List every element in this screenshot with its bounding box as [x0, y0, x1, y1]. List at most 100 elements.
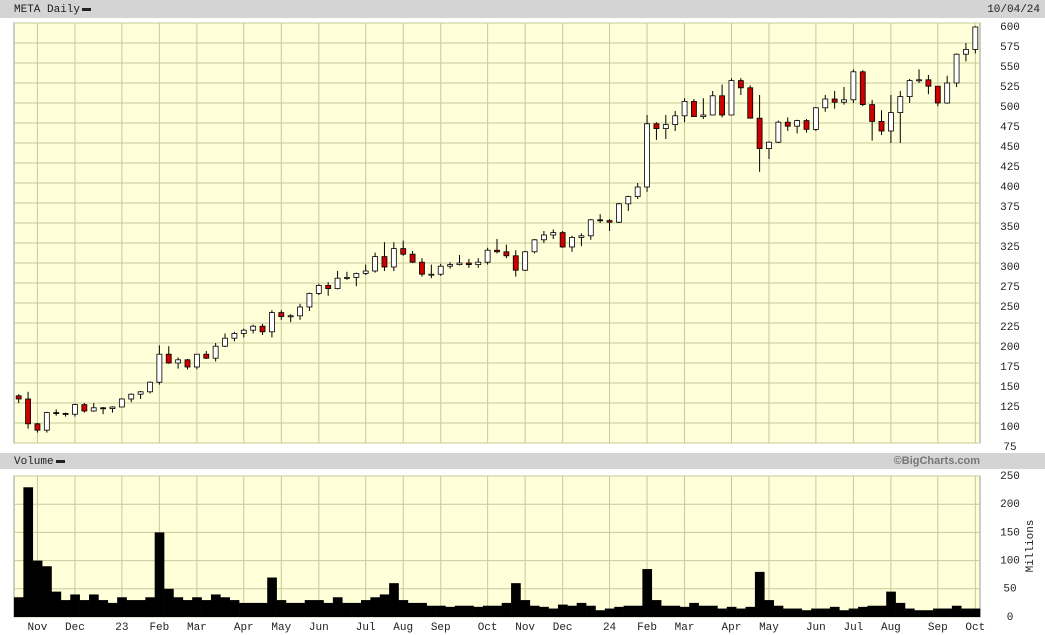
volume-bar	[117, 597, 127, 617]
candle-body	[794, 120, 801, 127]
volume-bar	[783, 608, 793, 617]
volume-bar	[548, 608, 559, 617]
x-tick-label: Sep	[431, 622, 451, 634]
candle-body	[62, 412, 69, 415]
candle-body	[550, 232, 557, 236]
legend-swatch	[82, 8, 91, 11]
candle-body	[90, 407, 97, 412]
candle-body	[419, 261, 425, 275]
volume-bar	[332, 597, 343, 617]
volume-bar	[42, 566, 52, 617]
volume-bar	[126, 600, 137, 617]
x-tick-label: Oct	[478, 622, 498, 634]
y-tick-label: 275	[1000, 282, 1020, 294]
y-tick-label: 325	[1000, 242, 1020, 254]
candle-body	[616, 203, 622, 223]
volume-bar	[839, 610, 849, 617]
candle-body	[822, 98, 829, 109]
volume-bar	[145, 597, 155, 617]
volume-bar	[482, 605, 493, 617]
x-tick-label: 24	[603, 622, 617, 634]
volume-bar	[304, 600, 315, 617]
candle-body	[156, 353, 163, 383]
y-tick-label: 375	[1000, 202, 1020, 214]
y-tick-label: 175	[1000, 362, 1020, 374]
volume-bar	[829, 606, 840, 617]
x-tick-label: Dec	[553, 622, 573, 634]
x-tick-label: Aug	[881, 622, 901, 634]
candle-body	[109, 406, 116, 410]
candle-body	[231, 332, 238, 339]
candle-body	[400, 248, 407, 255]
y-tick-label: 125	[1000, 402, 1020, 414]
candle-body	[175, 359, 182, 364]
y-tick-label: 225	[1000, 322, 1020, 334]
candle-body	[512, 255, 519, 271]
candle-body	[653, 123, 660, 130]
volume-bar	[886, 591, 896, 617]
candle-body	[756, 117, 763, 149]
candle-body	[625, 196, 632, 205]
candle-body	[34, 423, 41, 431]
volume-bar	[285, 602, 296, 617]
volume-bar	[239, 602, 249, 617]
candle-body	[897, 96, 904, 113]
volume-bar	[295, 602, 306, 617]
volume-bar	[89, 594, 99, 617]
y-tick-label: 475	[1000, 122, 1020, 134]
candle-body	[128, 393, 135, 400]
candle-body	[634, 186, 641, 197]
candle-body	[569, 236, 575, 248]
candle-body	[644, 123, 650, 188]
volume-bar	[473, 606, 484, 617]
candle-body	[531, 239, 538, 253]
y-tick-label: 150	[1000, 382, 1020, 394]
volume-bar	[520, 600, 531, 617]
volume-bar	[651, 600, 662, 617]
candle-body	[137, 391, 144, 395]
volume-bar	[670, 605, 681, 617]
x-tick-label: Aug	[393, 622, 413, 634]
volume-bar	[567, 605, 578, 617]
y-tick-label: 150	[1000, 527, 1020, 539]
volume-bar	[323, 602, 334, 617]
volume-bar	[848, 608, 859, 617]
candle-body	[344, 276, 350, 279]
candle-body	[437, 265, 444, 275]
volume-bar	[736, 608, 746, 617]
volume-bar	[970, 608, 981, 617]
candle-body	[859, 71, 866, 106]
candle-body	[709, 95, 716, 116]
volume-bar	[914, 610, 925, 617]
candle-body	[672, 115, 679, 126]
y-tick-label: 600	[1000, 22, 1020, 34]
candle-body	[728, 80, 735, 116]
volume-bar	[98, 600, 109, 617]
candle-body	[972, 26, 979, 50]
candle-body	[681, 101, 688, 117]
candle-body	[587, 219, 594, 237]
volume-bar	[23, 487, 34, 617]
volume-bar	[642, 569, 653, 617]
candle-body	[81, 404, 88, 412]
volume-bar	[51, 591, 62, 617]
y-tick-label: 575	[1000, 42, 1020, 54]
y-tick-label: 0	[1007, 612, 1014, 624]
volume-bar	[276, 600, 287, 617]
candle-body	[662, 124, 669, 129]
x-tick-label: Jul	[843, 622, 863, 634]
candle-body	[475, 261, 482, 266]
candle-body	[841, 99, 847, 103]
chart-date: 10/04/24	[987, 4, 1040, 16]
candle-body	[465, 262, 472, 266]
x-tick-label: Jul	[356, 622, 376, 634]
credit: ©BigCharts.com	[894, 455, 981, 467]
volume-bar	[398, 600, 409, 617]
x-tick-label: Jun	[806, 622, 826, 634]
candle-body	[747, 87, 754, 119]
candle-body	[409, 253, 416, 263]
candle-body	[306, 292, 313, 308]
candle-body	[775, 121, 782, 143]
volume-bar	[436, 605, 446, 617]
